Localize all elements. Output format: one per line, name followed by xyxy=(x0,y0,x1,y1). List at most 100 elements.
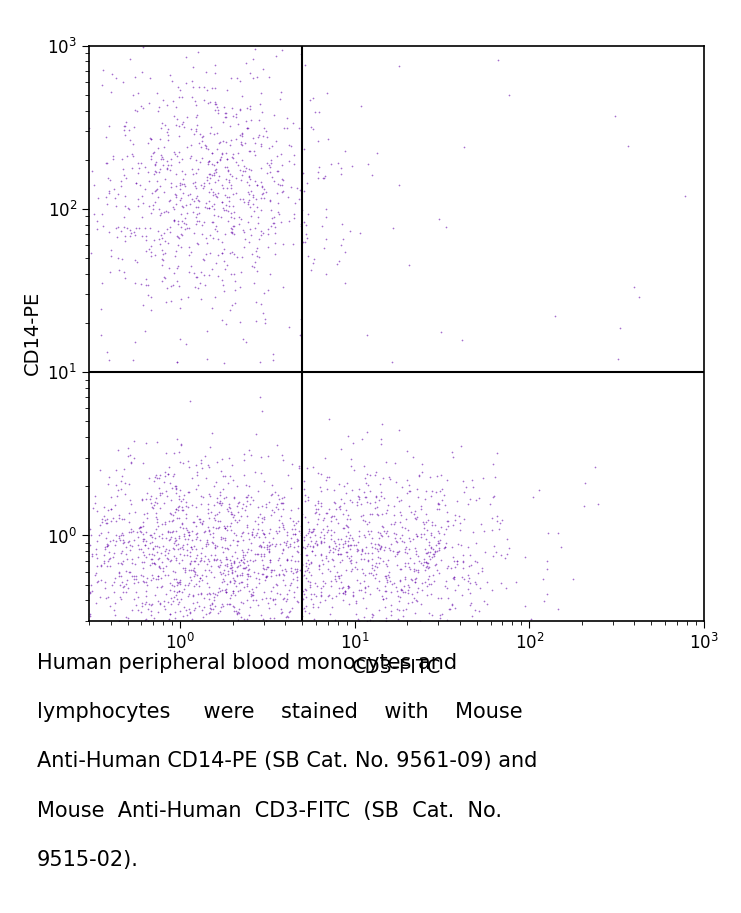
Point xyxy=(248,621,260,635)
Point xyxy=(190,209,202,224)
Point xyxy=(191,465,203,479)
Point xyxy=(123,202,135,216)
Point xyxy=(209,538,221,552)
Point xyxy=(225,468,236,483)
Point xyxy=(180,337,192,352)
Point xyxy=(236,167,247,182)
Point xyxy=(430,538,442,552)
Point xyxy=(61,527,73,541)
Point xyxy=(190,527,202,541)
Point xyxy=(238,556,250,571)
Point xyxy=(370,566,382,581)
Point xyxy=(235,595,247,610)
Point xyxy=(282,552,293,567)
Point xyxy=(370,560,382,574)
Point xyxy=(155,227,167,242)
Point xyxy=(237,544,249,559)
Point xyxy=(374,645,386,660)
Point xyxy=(185,557,196,572)
Point xyxy=(345,563,357,578)
Point xyxy=(130,175,142,190)
Point xyxy=(302,564,314,579)
Point xyxy=(101,537,113,551)
Point xyxy=(433,502,445,517)
Point xyxy=(259,572,270,587)
Point xyxy=(368,571,380,585)
Point xyxy=(172,79,184,94)
Point xyxy=(183,575,195,590)
Point xyxy=(209,58,221,72)
Point xyxy=(149,158,161,173)
Point xyxy=(96,514,108,529)
Point xyxy=(302,489,314,504)
Point xyxy=(420,532,432,547)
Point xyxy=(250,571,262,585)
Point xyxy=(145,603,157,618)
Point xyxy=(298,530,310,544)
Point xyxy=(450,512,462,527)
Point xyxy=(101,540,113,554)
Point xyxy=(293,621,305,635)
Point xyxy=(488,488,499,503)
Point xyxy=(125,455,137,469)
Point xyxy=(196,151,208,165)
Point xyxy=(301,460,313,475)
Point xyxy=(98,547,110,561)
Point xyxy=(240,499,252,514)
Point xyxy=(428,547,439,561)
Point xyxy=(389,616,401,631)
Point xyxy=(416,597,428,612)
Point xyxy=(457,548,469,562)
Point xyxy=(170,179,182,194)
Point xyxy=(41,624,53,639)
Point xyxy=(291,572,303,587)
Point xyxy=(225,71,237,86)
Point xyxy=(302,539,313,553)
Point xyxy=(373,538,385,552)
Point xyxy=(102,511,113,526)
Point xyxy=(174,577,186,592)
Point xyxy=(75,566,87,581)
Point xyxy=(141,534,153,549)
Point xyxy=(392,545,404,560)
Point xyxy=(281,525,293,540)
Point xyxy=(328,509,340,523)
Point xyxy=(259,474,270,488)
Point xyxy=(300,571,312,585)
Point xyxy=(341,625,353,640)
Point xyxy=(207,215,219,229)
Point xyxy=(272,553,284,568)
Point xyxy=(252,546,264,561)
Point xyxy=(213,169,225,184)
Point xyxy=(274,537,286,551)
Point xyxy=(258,548,270,562)
Point xyxy=(104,599,116,614)
Point xyxy=(265,568,277,582)
Point xyxy=(333,569,345,583)
Point xyxy=(263,601,275,615)
Point xyxy=(433,497,445,511)
Point xyxy=(140,271,152,286)
Point xyxy=(394,531,406,546)
Point xyxy=(413,553,425,568)
Point xyxy=(335,238,347,253)
Point xyxy=(416,575,428,590)
Point xyxy=(198,215,210,229)
Point xyxy=(339,520,350,535)
Point xyxy=(313,595,325,610)
Point xyxy=(299,474,310,488)
Point xyxy=(172,597,184,612)
Point xyxy=(261,541,273,556)
Point xyxy=(269,592,281,606)
Point xyxy=(211,551,223,566)
Point xyxy=(127,352,139,367)
Point xyxy=(403,541,415,556)
Point xyxy=(142,136,153,151)
Point xyxy=(289,660,301,675)
Point xyxy=(633,290,645,305)
Point xyxy=(150,467,162,482)
Point xyxy=(196,515,208,530)
Point xyxy=(202,352,213,366)
Point xyxy=(183,247,195,262)
Point xyxy=(255,540,267,554)
